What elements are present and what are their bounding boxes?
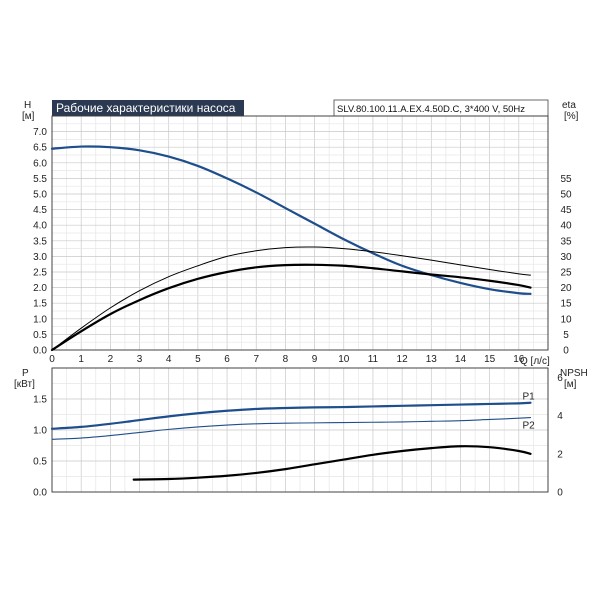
top-y-right-tick-label: 55 xyxy=(560,174,572,185)
p-axis-label: P [кВт] xyxy=(14,368,35,390)
top-y-right-tick-label: 45 xyxy=(560,205,572,216)
top-x-tick-label: 13 xyxy=(426,354,438,365)
top-x-tick-label: 6 xyxy=(224,354,230,365)
series-name-label-p1: P1 xyxy=(522,392,535,403)
top-y-right-tick-label: 0 xyxy=(563,346,569,357)
top-y-left-tick-label: 6.5 xyxy=(33,143,47,154)
npsh-axis-label-line2: [м] xyxy=(564,379,577,390)
top-x-tick-label: 8 xyxy=(283,354,289,365)
npsh-curve xyxy=(132,445,532,481)
top-y-left-tick-label: 1.0 xyxy=(33,314,47,325)
h-axis-label-line2: [м] xyxy=(22,111,35,122)
bottom-plot-frame xyxy=(51,367,549,493)
top-x-tick-label: 14 xyxy=(455,354,467,365)
top-y-right-tick-label: 50 xyxy=(560,190,572,201)
p-axis-label-line2: [кВт] xyxy=(14,379,35,390)
top-y-left-tick-label: 1.5 xyxy=(33,299,47,310)
npsh-axis-label-line1: NPSH xyxy=(560,368,588,379)
head-curve xyxy=(50,145,532,295)
power-p1-curve xyxy=(50,401,532,430)
top-y-right-tick-label: 20 xyxy=(560,283,572,294)
top-y-right-tick-label: 25 xyxy=(560,268,572,279)
top-x-tick-label: 1 xyxy=(78,354,84,365)
bottom-y-left-tick-label: 0.5 xyxy=(33,457,47,468)
chart-model-label: SLV.80.100.11.A.EX.4.50D.C, 3*400 V, 50H… xyxy=(337,104,525,115)
plot-layer: 0 1 2 3 4 5 6 7 8 9 10 11 12 13 14 15 160.00.51.01.52.02… xyxy=(33,115,572,499)
top-plot-frame xyxy=(51,115,549,351)
top-x-tick-label: 12 xyxy=(397,354,409,365)
top-y-left-tick-label: 6.0 xyxy=(33,158,47,169)
h-axis-label-line1: H xyxy=(24,100,31,111)
power-p2-curve xyxy=(51,417,532,440)
bottom-y-left-tick-label: 1.5 xyxy=(33,395,47,406)
top-x-tick-label: 16 xyxy=(513,354,525,365)
bottom-y-right-tick-label: 4 xyxy=(557,411,563,422)
title-background xyxy=(52,100,244,116)
top-x-tick-label: 11 xyxy=(368,354,379,365)
top-y-right-tick-label: 5 xyxy=(563,330,569,341)
top-y-left-tick-label: 3.5 xyxy=(33,236,47,247)
chart-title: Рабочие характеристики насоса xyxy=(56,101,236,115)
eta-axis-label-line1: eta xyxy=(562,100,576,111)
top-y-left-tick-label: 3.0 xyxy=(33,252,47,263)
top-x-tick-label: 7 xyxy=(253,354,259,365)
q-axis-label: Q [л/с] xyxy=(520,356,550,367)
bottom-y-right-tick-label: 6 xyxy=(557,373,563,384)
top-y-right-tick-label: 30 xyxy=(560,252,572,263)
bottom-y-left-tick-label: 0.0 xyxy=(33,488,47,499)
bottom-y-right-tick-label: 2 xyxy=(557,449,563,460)
p-axis-label-line1: P xyxy=(22,368,29,379)
top-y-left-tick-label: 5.5 xyxy=(33,174,47,185)
series-name-label-p2: P2 xyxy=(522,421,535,432)
top-x-tick-label: 2 xyxy=(108,354,114,365)
top-y-right-tick-label: 10 xyxy=(560,314,572,325)
efficiency-curve-lower xyxy=(50,263,532,352)
h-axis-label: H [м] xyxy=(22,100,35,122)
top-y-right-tick-label: 35 xyxy=(560,236,572,247)
bottom-y-left-tick-label: 1.0 xyxy=(33,426,47,437)
top-x-tick-label: 4 xyxy=(166,354,172,365)
top-x-tick-label: 3 xyxy=(137,354,143,365)
top-x-tick-label: 5 xyxy=(195,354,201,365)
top-y-left-tick-label: 0.5 xyxy=(33,330,47,341)
eta-axis-label-line2: [%] xyxy=(564,111,579,122)
top-y-left-tick-label: 4.0 xyxy=(33,221,47,232)
top-y-left-tick-label: 5.0 xyxy=(33,190,47,201)
top-y-right-tick-label: 15 xyxy=(560,299,572,310)
top-x-tick-label: 0 xyxy=(49,354,55,365)
top-y-right-tick-label: 40 xyxy=(560,221,572,232)
eta-axis-label: eta [%] xyxy=(562,100,579,122)
top-x-tick-label: 15 xyxy=(484,354,496,365)
top-y-left-tick-label: 0.0 xyxy=(33,346,47,357)
top-x-tick-label: 10 xyxy=(338,354,350,365)
top-y-left-tick-label: 2.5 xyxy=(33,268,47,279)
top-y-left-tick-label: 4.5 xyxy=(33,205,47,216)
bottom-y-right-tick-label: 0 xyxy=(557,488,563,499)
top-y-left-tick-label: 2.0 xyxy=(33,283,47,294)
npsh-axis-label: NPSH [м] xyxy=(560,368,591,390)
efficiency-curve-upper xyxy=(51,246,531,351)
top-y-left-tick-label: 7.0 xyxy=(33,127,47,138)
top-x-tick-label: 9 xyxy=(312,354,318,365)
